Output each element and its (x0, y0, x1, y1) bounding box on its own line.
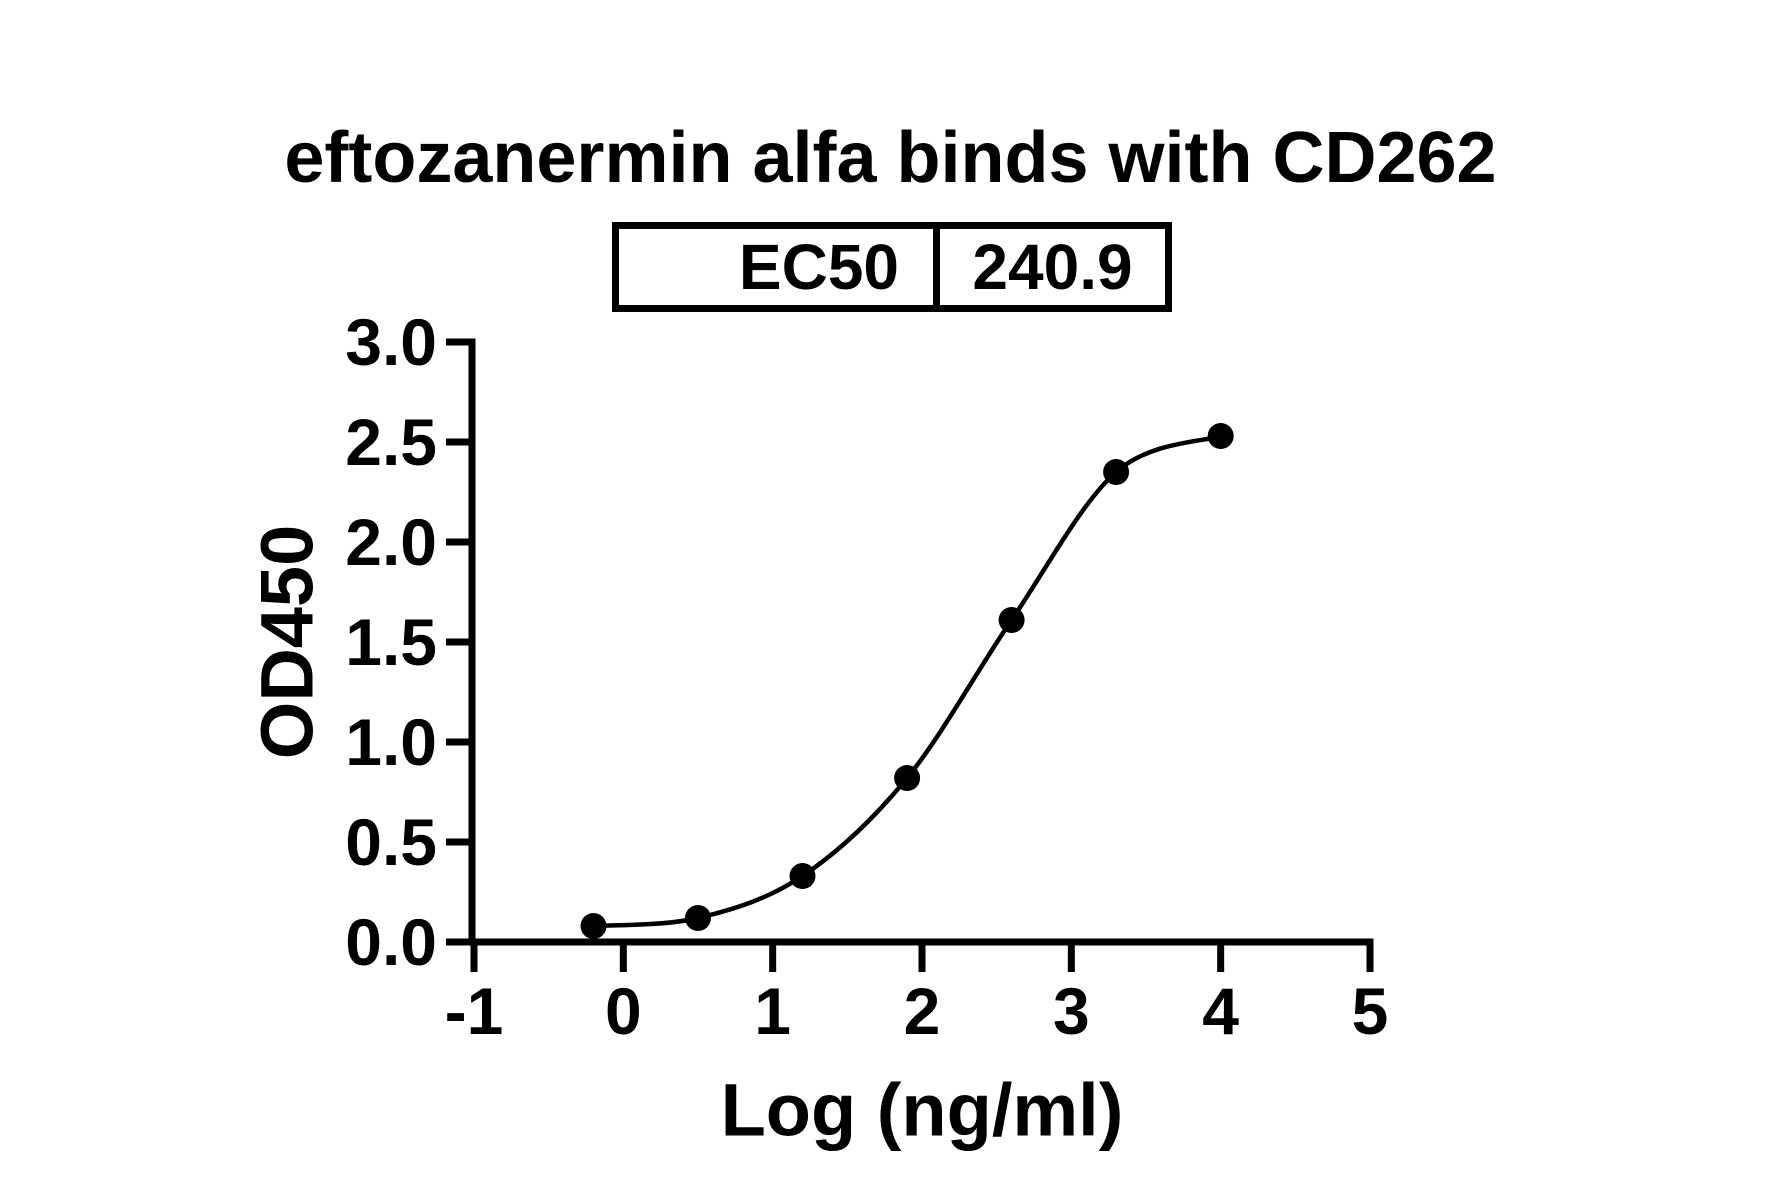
y-tick-label: 1.5 (345, 605, 437, 679)
x-tick-label: 1 (754, 974, 791, 1048)
ec50-value-cell: 240.9 (972, 231, 1133, 303)
data-point (1207, 423, 1234, 449)
x-tick-label: 5 (1352, 974, 1389, 1048)
fit-curve (591, 433, 1223, 929)
x-tick-label: 0 (605, 974, 642, 1048)
x-tick-label: -1 (445, 974, 504, 1048)
chart-title: eftozanermin alfa binds with CD262 (284, 118, 1497, 198)
data-point (789, 863, 816, 889)
data-point (1103, 459, 1130, 485)
ec50-table: EC50 240.9 (612, 222, 1172, 312)
y-tick-label: 3.0 (345, 305, 437, 379)
x-tick-label: 3 (1053, 974, 1090, 1048)
x-tick-label: 2 (904, 974, 941, 1048)
x-tick-label: 4 (1202, 974, 1239, 1048)
data-point (894, 765, 921, 791)
data-point (685, 905, 711, 931)
ec50-label-cell: EC50 (619, 229, 940, 305)
data-point (580, 913, 607, 939)
x-axis-title: Log (ng/ml) (721, 1069, 1124, 1152)
y-axis-title: OD450 (246, 525, 329, 759)
data-point (998, 607, 1025, 633)
y-tick-label: 2.0 (345, 505, 437, 579)
y-tick-label: 2.5 (345, 405, 437, 479)
y-tick-label: 1.0 (345, 705, 437, 779)
y-tick-label: 0.0 (345, 905, 437, 979)
y-tick-label: 0.5 (345, 805, 437, 879)
